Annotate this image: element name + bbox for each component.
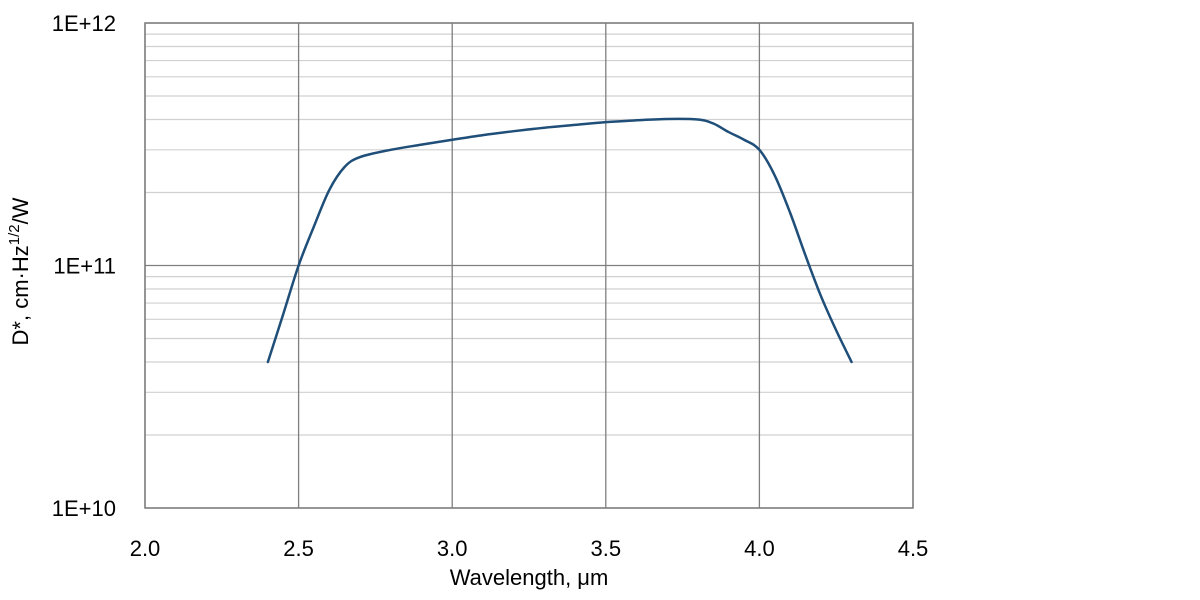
y-tick-label: 1E+10: [52, 496, 116, 521]
y-axis-title-superscript: 1/2: [6, 224, 23, 245]
series-layer: [266, 117, 853, 364]
plot-frame: [144, 22, 914, 509]
y-tick-label: 1E+11: [53, 254, 116, 279]
x-tick-label: 2.0: [130, 536, 161, 561]
minor-gridlines: [145, 33, 913, 436]
x-tick-label: 4.0: [744, 536, 775, 561]
x-tick-label: 4.5: [898, 536, 929, 561]
y-axis-title-suffix: /W: [8, 197, 33, 224]
x-tick-label: 2.5: [283, 536, 314, 561]
y-tick-label: 1E+12: [52, 11, 116, 36]
y-tick-labels: 1E+10 1E+11 1E+12: [52, 11, 116, 521]
y-axis-title-main: D*, cm·Hz: [8, 245, 33, 345]
y-axis-title: D*, cm·Hz1/2/W: [6, 197, 33, 345]
x-tick-label: 3.5: [591, 536, 622, 561]
series-line-0: [266, 117, 853, 364]
x-tick-labels: 2.0 2.5 3.0 3.5 4.0 4.5: [130, 536, 929, 561]
x-axis-title: Wavelength, μm: [450, 565, 609, 590]
x-tick-label: 3.0: [437, 536, 468, 561]
